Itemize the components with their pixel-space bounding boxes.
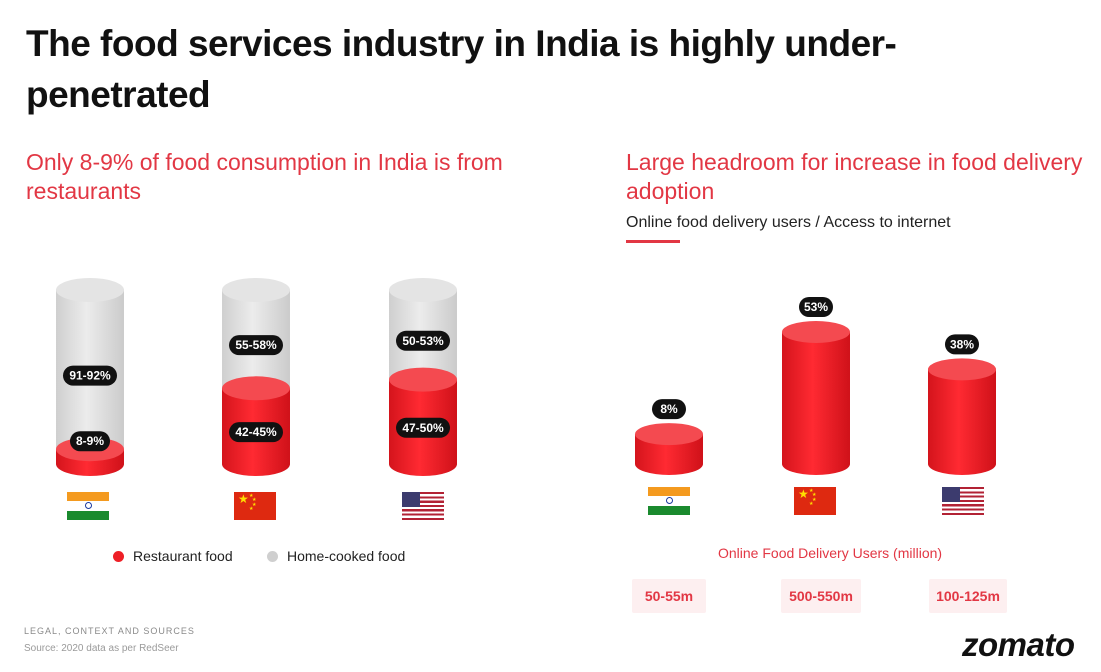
restaurant-label-usa-text: 47-50% [402,421,444,435]
zomato-logo: zomato [962,626,1075,663]
delivery-label-usa-text: 38% [950,337,974,351]
legend-home-label: Home-cooked food [287,548,406,564]
left-chart-title: Only 8-9% of food consumption in India i… [26,149,503,204]
sources-label: LEGAL, CONTEXT AND SOURCES [24,626,195,636]
restaurant-label-india: 8-9% [70,431,110,452]
china-flag-icon: ★ ★ ★ ★ ★ [234,492,276,520]
delivery-label-india-text: 8% [660,402,678,416]
china-flag-icon: ★ ★ ★ ★ ★ [794,487,836,515]
restaurant-dot-icon [113,550,124,562]
legend-restaurant: Restaurant food [113,548,233,564]
users-box-china: 500-550m [781,579,861,613]
delivery-label-usa: 38% [945,334,979,355]
india-flag-icon [648,487,690,515]
legend-restaurant-label: Restaurant food [133,548,233,564]
users-title: Online Food Delivery Users (million) [718,545,943,561]
legend-home-cooked: Home-cooked food [267,548,405,564]
usa-flag-icon [402,492,444,520]
home-cooked-label-china-text: 55-58% [235,338,277,352]
delivery-bar-china [782,321,850,475]
delivery-label-china-text: 53% [804,300,828,314]
users-box-india: 50-55m [632,579,706,613]
delivery-bar-india [635,423,703,475]
delivery-label-china: 53% [799,297,833,317]
home-cooked-label-china: 55-58% [229,335,283,356]
delivery-label-india: 8% [652,399,686,420]
restaurant-label-india-text: 8-9% [76,434,104,448]
restaurant-label-china-text: 42-45% [235,425,277,439]
usa-flag-icon [942,487,984,515]
sources-text: Source: 2020 data as per RedSeer [24,643,179,654]
page-title: The food services industry in India is h… [26,23,897,115]
delivery-bar-usa [928,358,996,475]
home-cooked-label-usa: 50-53% [396,330,450,351]
home-cooked-label-india: 91-92% [63,365,117,386]
home-cooked-dot-icon [267,550,278,562]
restaurant-label-china: 42-45% [229,422,283,443]
home-cooked-label-india-text: 91-92% [69,369,111,383]
restaurant-label-usa: 47-50% [396,417,450,438]
metric-underline [626,240,680,243]
right-chart-metric: Online food delivery users / Access to i… [626,214,951,231]
home-cooked-label-usa-text: 50-53% [402,334,444,348]
right-chart-title: Large headroom for increase in food deli… [626,149,1083,204]
india-flag-icon [67,492,109,520]
users-box-usa: 100-125m [929,579,1007,613]
